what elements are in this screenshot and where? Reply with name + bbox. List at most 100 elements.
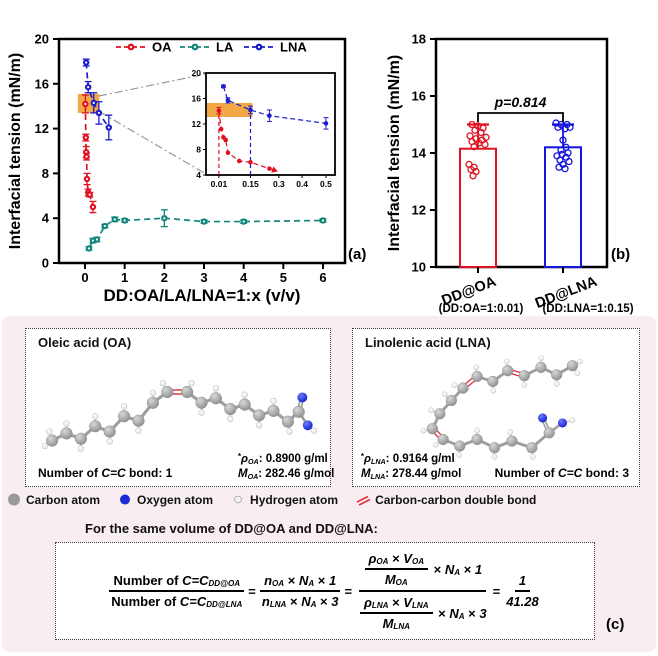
atom-legend-item: Carbon-carbon double bond [355,492,536,507]
chart-text: 12 [412,203,426,218]
inset-series-OA [216,106,278,173]
carbon-atom [471,370,483,383]
carbon-atom [566,360,578,372]
chart-text: 8 [42,166,49,181]
hydrogen-atom [241,391,248,398]
chart-text: 20 [192,68,202,78]
panel-b-plot: 10 12 14 16 18 Interfacial tension (mN/m) p=0.… [386,32,634,316]
scatter-point [470,143,478,151]
chart-text: Interfacial tension (mN/m) [386,55,403,251]
carbon-atom [238,398,251,411]
atom-legend-label: Carbon atom [26,492,101,507]
hydrogen-atom [428,407,435,414]
chart-text: 20 [35,32,49,47]
oa-bond-count: Number of C=C bond: 1 [38,466,173,480]
oa-density: * ρ OA: 0.8900 g/ml [238,451,328,466]
carbon-atom [103,425,116,438]
hydrogen-atom [490,387,497,394]
equation-box: Number of C=C DD@OA Number of C=C DD@LNA = n O… [55,542,595,640]
lna-title: Linolenic acid (LNA) [365,335,491,350]
chart-text: 2 [161,270,168,285]
scatter-point [559,136,567,144]
oa-properties: * ρ OA: 0.8900 g/ml M OA: 282.46 g/mol [238,452,334,482]
hydrogen-atom [106,438,113,445]
hydrogen-atom [212,385,220,392]
oxygen-atom [302,420,313,431]
carbon-atom [253,409,266,422]
carbon-atom [281,415,294,428]
scatter-point [477,128,485,137]
carbon-atom [551,369,563,381]
carbon-atom [445,394,458,407]
chart-text: 12 [35,121,49,136]
scatter-point [557,146,565,154]
hydrogen-atom [441,391,448,398]
hydrogen-atom [474,427,481,434]
carbon-atom [89,420,102,433]
carbon-atom [60,427,73,440]
chart-text: 1 [121,270,128,285]
chart-text: 5 [280,270,287,285]
oa-title: Oleic acid (OA) [38,335,132,350]
panel-a-label: (a) [348,246,367,263]
hydrogen-atom [188,379,195,387]
carbon-atom [267,404,280,417]
oxygen-atom [557,418,568,428]
carbon-atom [118,410,131,423]
chart-text: 16 [192,94,202,104]
carbon-atom [506,435,518,447]
chart-text: Interfacial tension (mN/m) [7,53,24,249]
legend-item-LA: LA [180,40,234,55]
lna-molecule-panel: Linolenic acid (LNA) * ρ LNA: 0.9164 g/ml … [352,328,640,487]
oa-molecule-structure [41,379,318,452]
chart-text: LA [216,40,234,55]
scatter-point [471,126,479,134]
carbon-atom [195,396,208,409]
scatter-point [481,140,489,149]
carbon-atom [46,434,59,447]
atom-legend-label: Carbon-carbon double bond [375,492,537,507]
chart-text: 8 [196,145,201,155]
carbon-atom-icon [8,493,20,506]
panel-a-inset: 0.01 0.15 0.3 0.4 0.5 4 8 12 16 20 [192,68,336,189]
carbon-atom [74,432,87,445]
hydrogen-atom [529,453,536,460]
arrow-marker [271,166,278,173]
lna-density: * ρ LNA: 0.9164 g/ml [361,451,455,466]
hydrogen-atom [456,452,463,459]
lna-molar-mass: M LNA: 278.44 g/mol [361,468,462,481]
series-LNA [82,58,113,141]
chart-text: 4 [240,270,248,285]
chart-text: (DD:OA=1:0.01) [439,303,524,315]
hydrogen-atom [198,409,205,416]
double-bond-icon [356,495,371,506]
chart-text: 3 [200,270,207,285]
lna-bond-count: Number of C=C bond: 3 [494,466,629,480]
carbon-atom [146,396,159,409]
carbon-atom [526,442,538,454]
chart-text: DD:OA/LA/LNA=1:x (v/v) [104,286,301,305]
inset-series-LNA [220,84,329,130]
carbon-atom [161,385,174,399]
carbon-atom [426,423,438,435]
lna-properties: * ρ LNA: 0.9164 g/ml M LNA: 278.44 g/mol [361,452,461,482]
chart-text: p=0.814 [494,94,547,110]
hydrogen-atom [159,379,167,387]
hydrogen-atom [553,381,560,387]
legend-item-LNA: LNA [244,40,307,55]
scatter-point [566,123,574,131]
carbon-atom [434,408,446,420]
series-LA [85,209,327,252]
hydrogen-atom [120,403,128,410]
oxygen-atom-icon [120,494,131,505]
chart-text: 18 [412,32,426,47]
atom-legend-label: Hydrogen atom [250,492,339,507]
carbon-atom [132,414,145,427]
chart-text: (DD:LNA=1:0.15) [542,303,633,315]
chart-text: 0 [42,256,49,271]
hydrogen-atom [420,427,427,434]
scatter-point [552,119,560,127]
carbon-atom [209,392,222,405]
equation: Number of C=C DD@OA Number of C=C DD@LNA = n O… [109,551,539,632]
